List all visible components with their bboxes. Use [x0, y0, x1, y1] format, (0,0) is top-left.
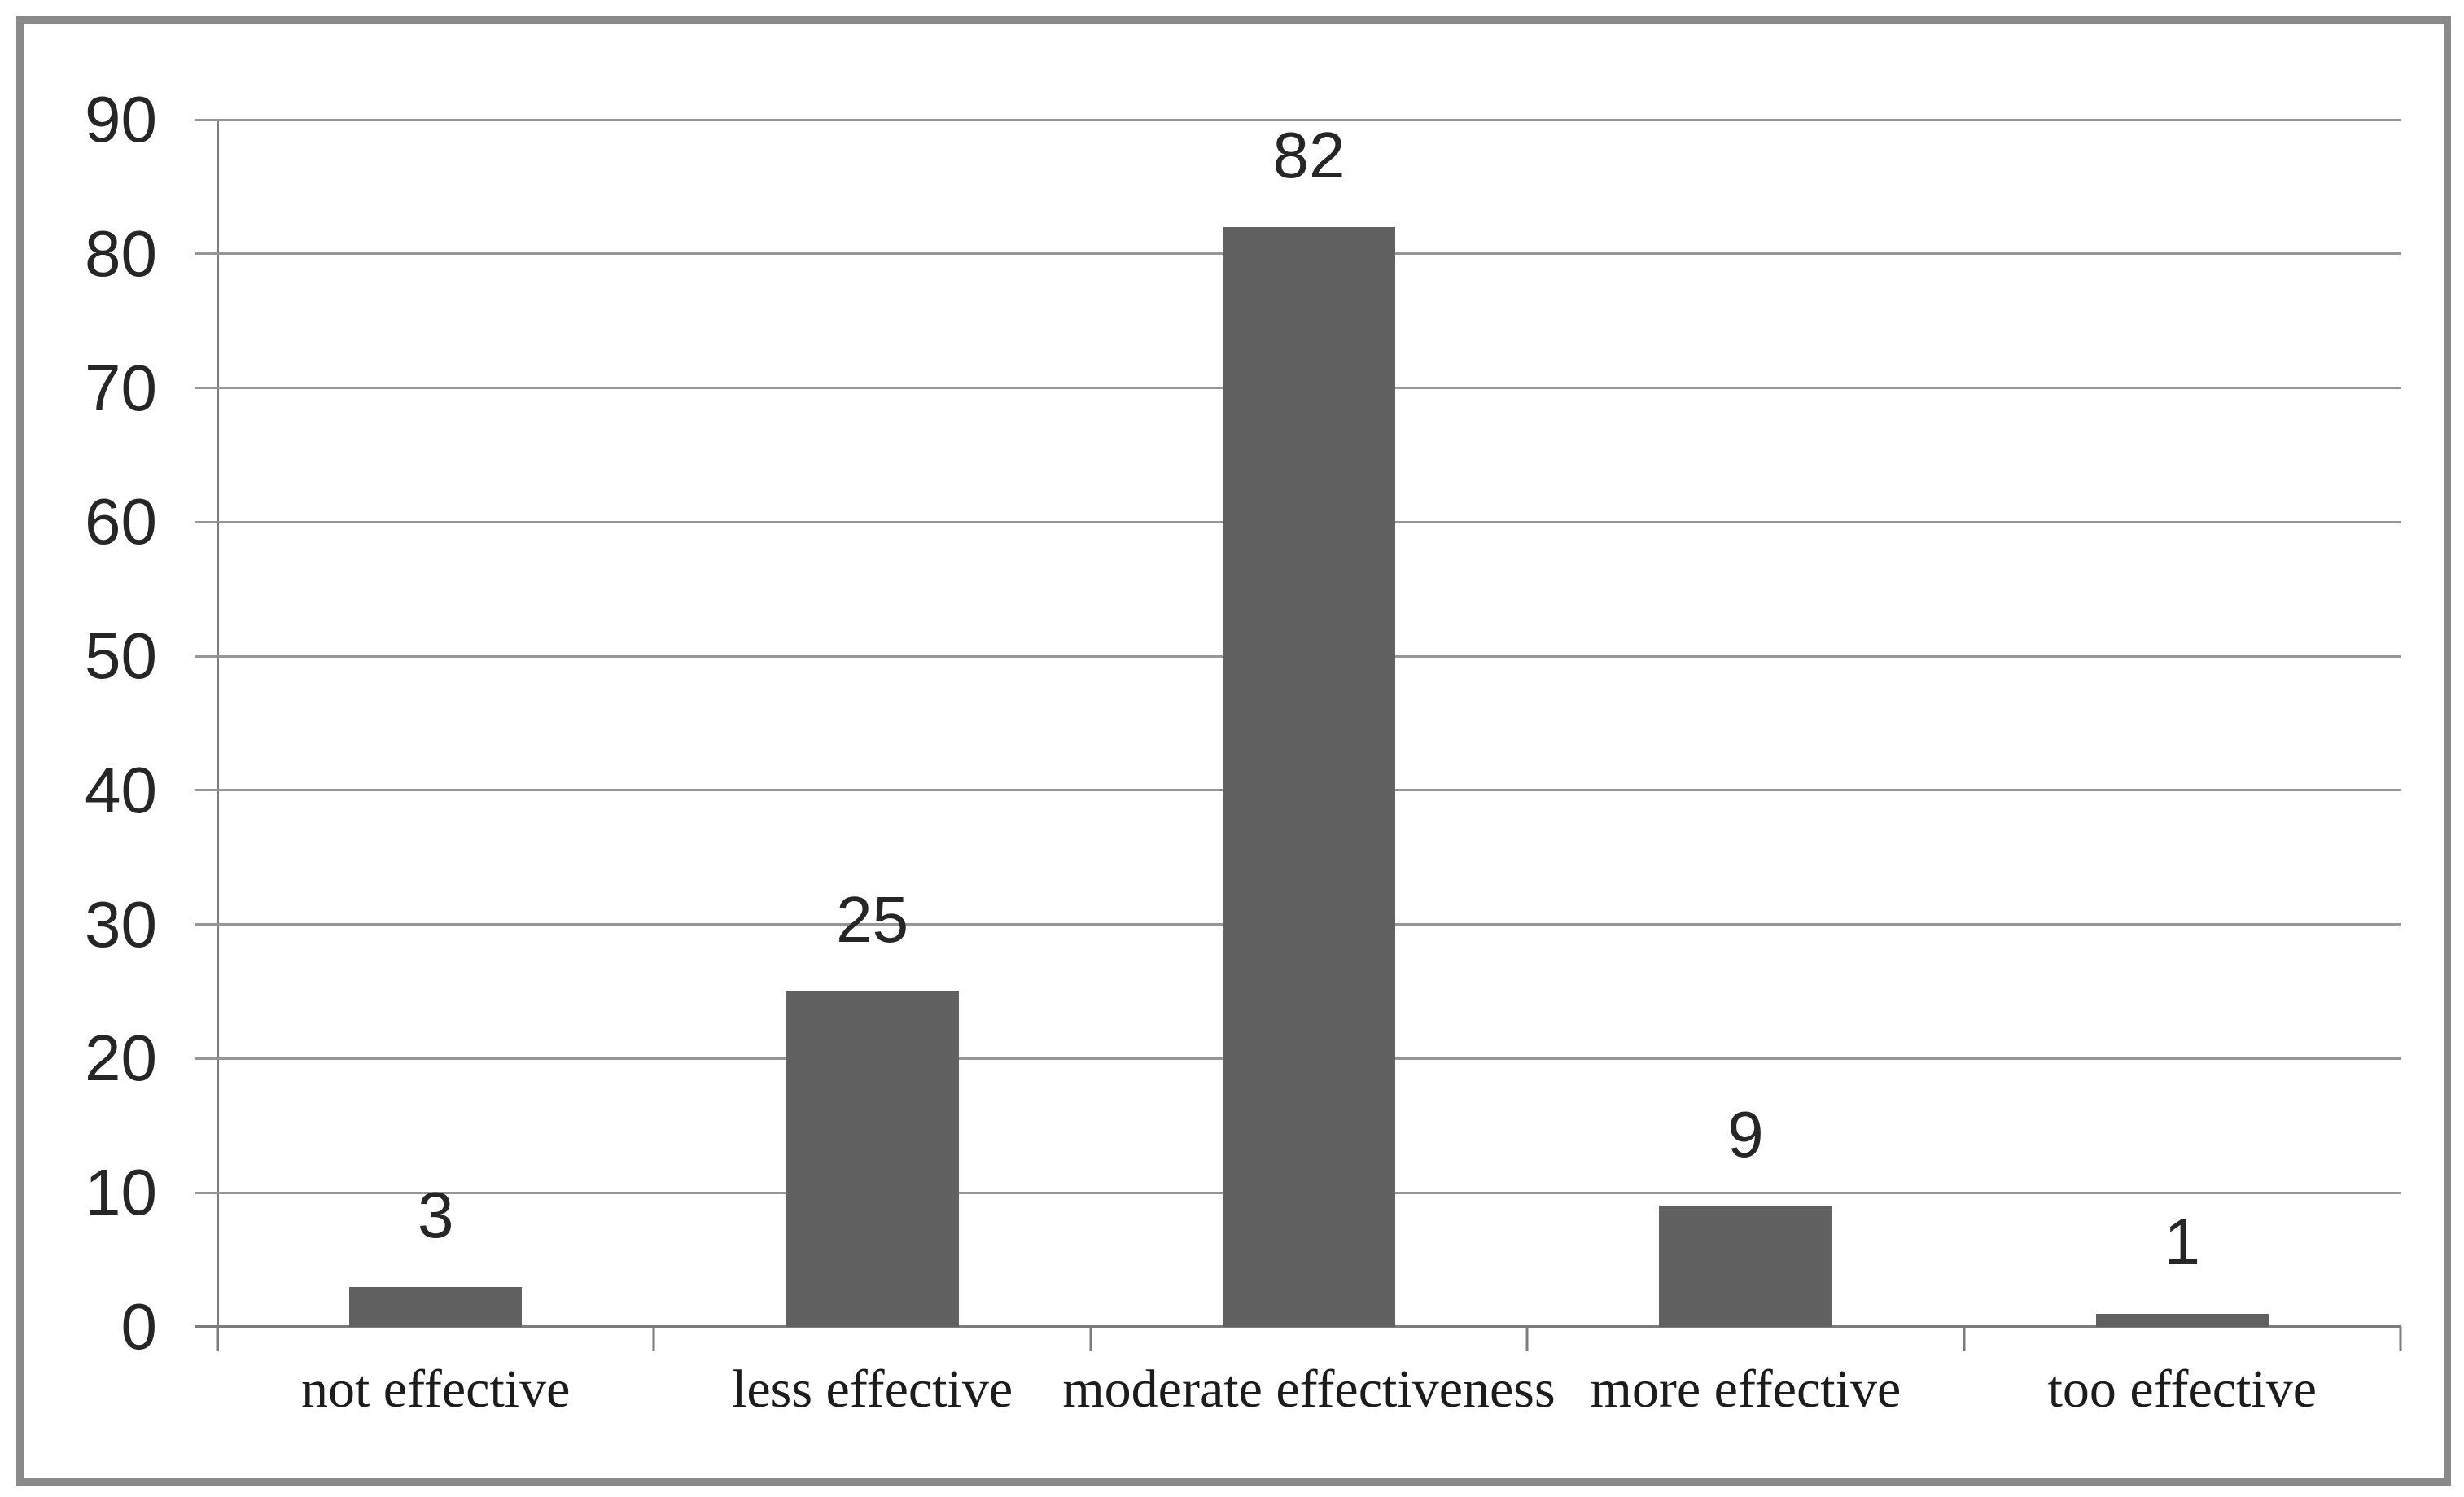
category-label-moderate-effectiveness: moderate effectiveness — [1062, 1359, 1556, 1419]
y-tick-label-0: 0 — [120, 1290, 158, 1363]
y-tick-label-90: 90 — [85, 83, 157, 155]
category-boundary-tick — [2399, 1327, 2402, 1351]
category-label-less-effective: less effective — [732, 1359, 1013, 1419]
category-boundary-tick — [652, 1327, 655, 1351]
plot-area: 3 25 82 9 1 — [195, 118, 2402, 1351]
value-label-82: 82 — [1272, 118, 1346, 191]
category-boundary-tick — [1089, 1327, 1092, 1351]
y-tick-label-70: 70 — [85, 351, 157, 424]
gridline-90 — [195, 118, 2401, 121]
category-boundary-tick — [216, 1327, 219, 1351]
category-boundary-tick — [1963, 1327, 1966, 1351]
x-axis-category-labels: not effective less effective moderate effe… — [217, 1357, 2401, 1430]
category-boundary-tick — [1525, 1327, 1529, 1351]
chart-frame: 0 10 20 30 40 50 60 70 80 90 3 25 82 9 1 not effectiv… — [16, 16, 2451, 1486]
value-label-25: 25 — [836, 883, 909, 956]
y-tick-label-60: 60 — [85, 485, 157, 558]
bar-less-effective — [786, 991, 959, 1327]
y-tick-label-50: 50 — [85, 619, 157, 693]
y-axis-line — [217, 120, 219, 1351]
category-label-not-effective: not effective — [300, 1359, 571, 1419]
y-axis-tick-labels: 0 10 20 30 40 50 60 70 80 90 — [56, 85, 157, 1361]
x-axis-line — [195, 1325, 2401, 1328]
bar-moderate-effectiveness — [1223, 226, 1395, 1327]
category-label-too-effective: too effective — [2047, 1359, 2317, 1419]
y-tick-label-10: 10 — [85, 1156, 157, 1229]
y-tick-label-20: 20 — [85, 1022, 157, 1095]
bar-not-effective — [349, 1286, 523, 1327]
value-label-3: 3 — [417, 1178, 454, 1251]
category-label-more-effective: more effective — [1590, 1359, 1902, 1419]
bar-too-effective — [2095, 1313, 2269, 1327]
y-tick-label-80: 80 — [85, 217, 157, 290]
bar-more-effective — [1659, 1206, 1832, 1327]
value-label-9: 9 — [1727, 1097, 1764, 1171]
y-tick-label-40: 40 — [85, 753, 157, 826]
value-label-1: 1 — [2164, 1205, 2201, 1278]
y-tick-label-30: 30 — [85, 887, 157, 961]
